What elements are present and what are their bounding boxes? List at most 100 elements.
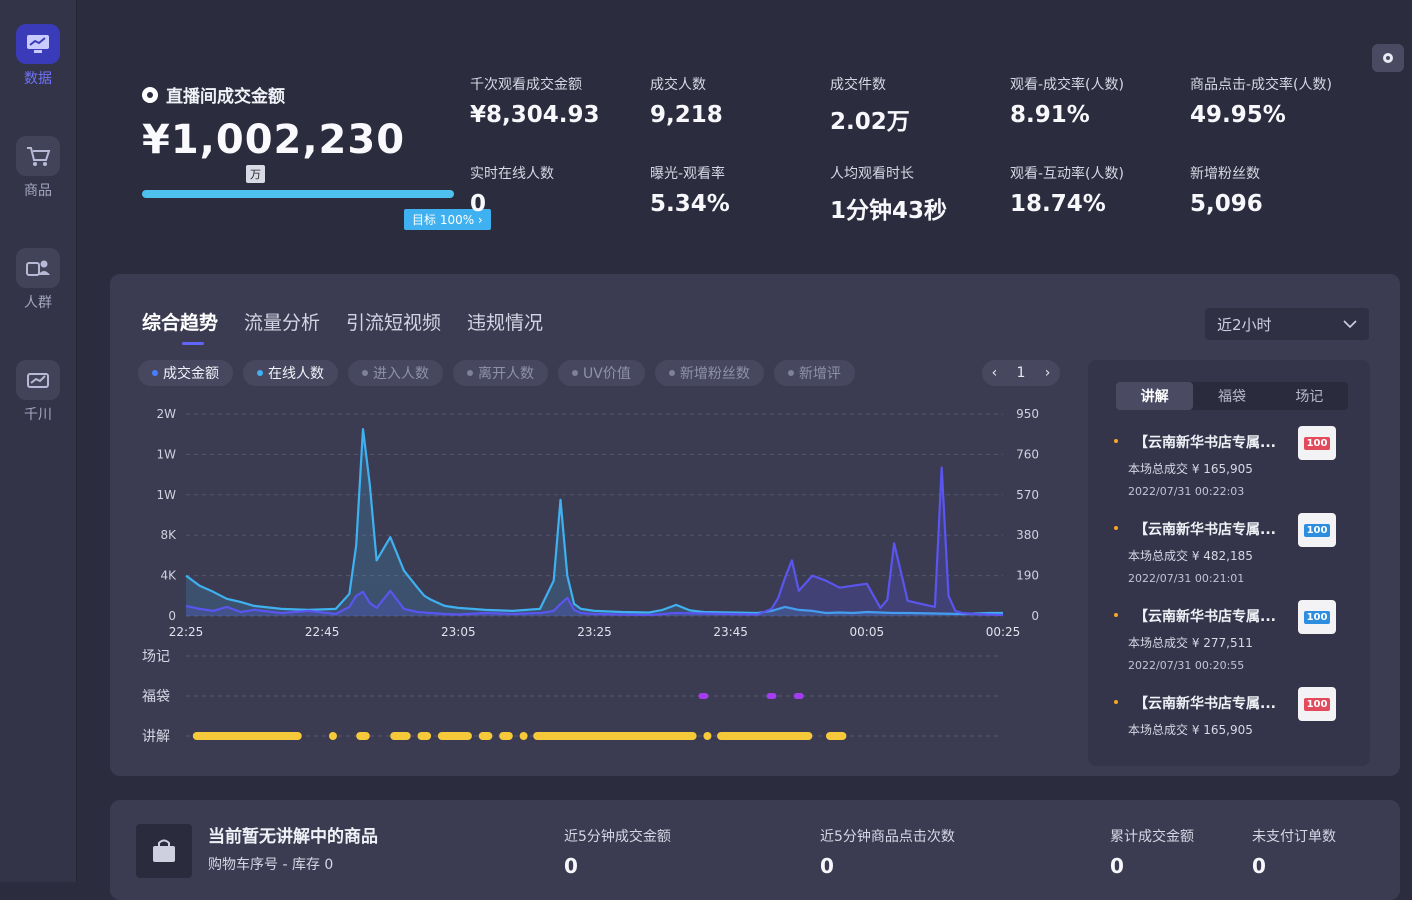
time-range-select[interactable]: 近2小时 bbox=[1205, 308, 1369, 340]
tab-explain[interactable]: 讲解 bbox=[1116, 382, 1194, 410]
series-area bbox=[186, 429, 1003, 616]
x-tick-label: 23:05 bbox=[441, 625, 476, 639]
metric-exposure-view: 曝光-观看率 5.34% bbox=[650, 166, 730, 217]
next-page-button[interactable]: › bbox=[1044, 365, 1051, 381]
cart-stock-info: 购物车序号 - 库存 0 bbox=[208, 857, 334, 873]
y-left-tick-label: 2W bbox=[157, 407, 177, 421]
filter-chip-label: UV价值 bbox=[583, 366, 631, 382]
filter-chip[interactable]: 在线人数 bbox=[243, 360, 338, 386]
filter-chip[interactable]: 成交金额 bbox=[138, 360, 233, 386]
explain-segment bbox=[328, 732, 337, 740]
hero-value: ¥1,002,230 bbox=[142, 117, 406, 163]
lucky-bag-marker bbox=[698, 693, 709, 699]
sidebar-item-qianchuan[interactable]: 千川 bbox=[0, 360, 76, 424]
filter-chip[interactable]: 新增粉丝数 bbox=[654, 360, 764, 386]
series-area bbox=[186, 467, 1003, 616]
filter-dot-icon bbox=[152, 370, 158, 376]
explain-segment bbox=[417, 732, 432, 740]
filter-dot-icon bbox=[257, 370, 263, 376]
y-left-tick-label: 4K bbox=[160, 569, 177, 583]
explain-segment bbox=[478, 732, 493, 740]
explain-item-gmv: 本场总成交 ¥ 277,511 bbox=[1128, 636, 1253, 650]
trend-panel: 综合趋势 流量分析 引流短视频 违规情况 近2小时 成交金额 在线人数 进入人数 离开… bbox=[110, 274, 1400, 776]
explain-segment bbox=[825, 732, 847, 740]
x-tick-label: 22:25 bbox=[169, 625, 204, 639]
metric-new-fans: 新增粉丝数 5,096 bbox=[1190, 166, 1263, 217]
trend-tabs: 综合趋势 流量分析 引流短视频 违规情况 bbox=[142, 308, 544, 345]
y-right-tick-label: 570 bbox=[1016, 488, 1039, 502]
explain-segment bbox=[499, 732, 513, 740]
people-icon bbox=[16, 248, 60, 288]
thumbnail-label: 100 bbox=[1303, 697, 1331, 711]
sidebar-item-label: 千川 bbox=[24, 407, 52, 423]
explain-item-time: 2022/07/31 00:21:01 bbox=[1128, 572, 1245, 585]
filter-chip[interactable]: UV价值 bbox=[558, 360, 645, 386]
target-progress-fill bbox=[142, 190, 454, 198]
explain-segment bbox=[390, 732, 411, 740]
tab-traffic-analysis[interactable]: 流量分析 bbox=[244, 312, 321, 334]
hero-gmv: 直播间成交金额 ¥1,002,230 万 目标 100% › bbox=[142, 82, 491, 230]
product-thumbnail: 100 bbox=[1298, 687, 1336, 721]
explain-item-title: 【云南新华书店专属... bbox=[1114, 432, 1344, 452]
explain-item[interactable]: 【云南新华书店专属... 本场总成交 ¥ 165,905 2022/07/31 00… bbox=[1114, 426, 1344, 498]
filter-dot-icon bbox=[467, 370, 473, 376]
x-tick-label: 23:25 bbox=[577, 625, 612, 639]
filter-chip[interactable]: 新增评 bbox=[773, 360, 855, 386]
target-progress-bar bbox=[142, 190, 454, 198]
filter-pager: ‹ 1 › bbox=[982, 360, 1060, 386]
explain-item-title: 【云南新华书店专属... bbox=[1114, 693, 1344, 713]
tab-overall-trend[interactable]: 综合趋势 bbox=[142, 308, 218, 345]
metric-5min-clicks: 近5分钟商品点击次数 0 bbox=[820, 829, 955, 878]
unit-badge: 万 bbox=[246, 165, 265, 183]
explain-item-gmv: 本场总成交 ¥ 165,905 bbox=[1128, 462, 1253, 476]
explain-panel: 讲解 福袋 场记 【云南新华书店专属... 本场总成交 ¥ 165,905 2022… bbox=[1088, 360, 1370, 766]
y-right-tick-label: 190 bbox=[1016, 569, 1039, 583]
explain-segment bbox=[717, 732, 813, 740]
thumbnail-label: 100 bbox=[1303, 436, 1331, 450]
explain-item-time: 2022/07/31 00:22:03 bbox=[1128, 485, 1245, 498]
explain-item[interactable]: 【云南新华书店专属... 本场总成交 ¥ 277,511 2022/07/31 00… bbox=[1114, 600, 1344, 672]
metric-avg-watch: 人均观看时长 1分钟43秒 bbox=[830, 166, 948, 224]
tab-lucky-bag[interactable]: 福袋 bbox=[1217, 389, 1246, 405]
y-left-tick-label: 8K bbox=[160, 528, 177, 542]
filter-chip[interactable]: 进入人数 bbox=[348, 360, 443, 386]
tab-short-video[interactable]: 引流短视频 bbox=[346, 312, 442, 334]
metric-filters: 成交金额 在线人数 进入人数 离开人数 UV价值 新增粉丝数 新增评 bbox=[138, 360, 855, 386]
metric-gpm: 千次观看成交金额 ¥8,304.93 bbox=[470, 77, 600, 128]
y-left-tick-label: 1W bbox=[157, 488, 177, 502]
explain-item-title: 【云南新华书店专属... bbox=[1114, 519, 1344, 539]
chevron-down-icon bbox=[1343, 320, 1357, 329]
explain-item[interactable]: 【云南新华书店专属... 本场总成交 ¥ 482,185 2022/07/31 00… bbox=[1114, 513, 1344, 585]
explain-segment bbox=[533, 732, 697, 740]
lucky-bag-marker bbox=[766, 693, 777, 699]
sidebar-item-audience[interactable]: 人群 bbox=[0, 248, 76, 312]
filter-chip-label: 新增评 bbox=[798, 366, 841, 382]
y-right-tick-label: 760 bbox=[1016, 447, 1039, 461]
no-product-title: 当前暂无讲解中的商品 bbox=[208, 827, 378, 847]
trend-chart: 0 0 4K 190 8K 380 1W 570 1W 760 2W 950 22:25 22:45 23:… bbox=[142, 407, 1039, 745]
metric-online-now: 实时在线人数 0 bbox=[470, 166, 554, 217]
target-button[interactable]: 目标 100% › bbox=[404, 209, 491, 230]
prev-page-button[interactable]: ‹ bbox=[991, 365, 998, 381]
product-thumbnail: 100 bbox=[1298, 426, 1336, 460]
x-tick-label: 00:25 bbox=[986, 625, 1021, 639]
time-range-value: 近2小时 bbox=[1217, 315, 1272, 334]
event-row-label: 讲解 bbox=[142, 729, 170, 745]
sidebar-item-products[interactable]: 商品 bbox=[0, 136, 76, 200]
product-thumbnail: 100 bbox=[1298, 513, 1336, 547]
tab-scene-notes[interactable]: 场记 bbox=[1295, 389, 1324, 405]
event-row-label: 场记 bbox=[142, 649, 170, 665]
explain-item-title: 【云南新华书店专属... bbox=[1114, 606, 1344, 626]
y-left-tick-label: 1W bbox=[157, 447, 177, 461]
tab-violations[interactable]: 违规情况 bbox=[467, 312, 544, 334]
filter-chip[interactable]: 离开人数 bbox=[453, 360, 548, 386]
explain-item[interactable]: 【云南新华书店专属... 本场总成交 ¥ 165,905 100 bbox=[1114, 687, 1344, 738]
settings-button[interactable] bbox=[1372, 44, 1404, 72]
series-line bbox=[185, 428, 1003, 616]
filter-dot-icon bbox=[787, 370, 794, 376]
explain-segment bbox=[356, 732, 370, 740]
sidebar-item-data[interactable]: 数据 bbox=[0, 24, 76, 88]
cart-icon bbox=[16, 136, 60, 176]
y-right-tick-label: 950 bbox=[1016, 407, 1039, 421]
x-tick-label: 00:05 bbox=[850, 625, 885, 639]
